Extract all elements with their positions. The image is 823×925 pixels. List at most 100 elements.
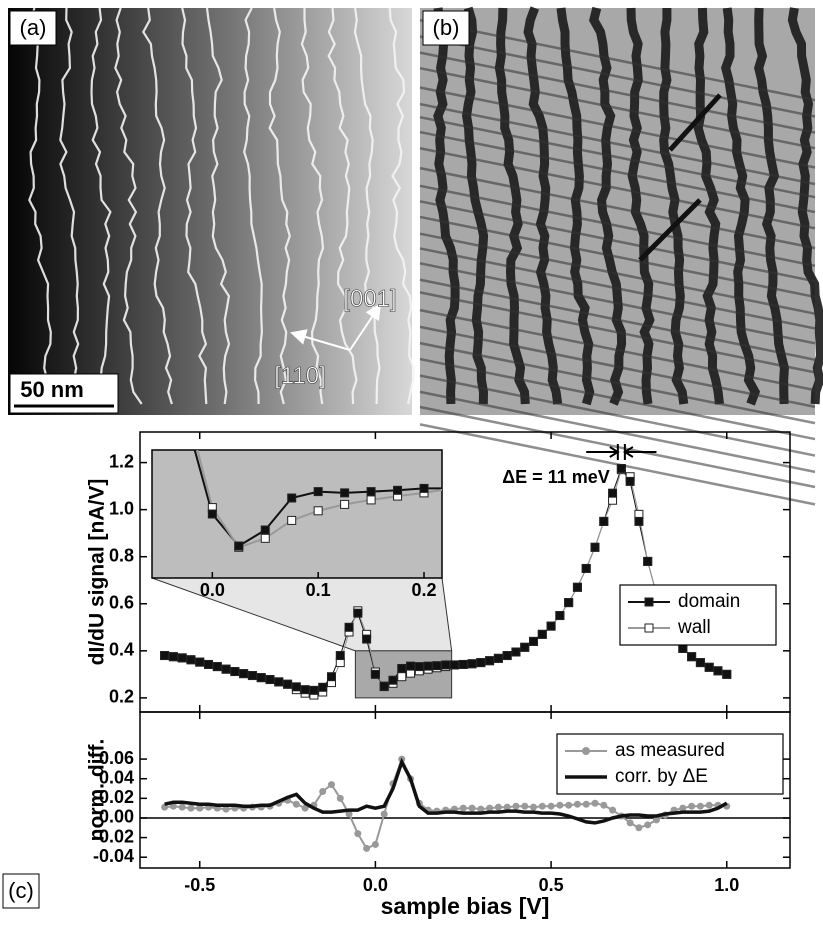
marker [635, 517, 643, 525]
stm-image-a [8, 8, 414, 415]
marker [381, 811, 388, 818]
marker [380, 682, 388, 690]
marker [266, 676, 274, 684]
marker [714, 667, 722, 675]
marker [161, 652, 169, 660]
marker [415, 663, 423, 671]
legend-marker [645, 624, 653, 632]
marker [600, 802, 607, 809]
x-tick-label: 0.5 [539, 875, 564, 895]
marker [547, 622, 555, 630]
inset-frame [152, 450, 442, 578]
marker [609, 489, 617, 497]
marker [424, 662, 432, 670]
marker [398, 673, 406, 681]
legend-label: domain [678, 591, 740, 612]
x-tick-label: -0.5 [184, 875, 215, 895]
marker [521, 643, 529, 651]
marker [468, 660, 476, 668]
marker [179, 804, 186, 811]
marker [574, 801, 581, 808]
y-tick-label: 0.2 [109, 687, 134, 707]
inset-x-tick-label: 0.1 [306, 580, 331, 600]
inset-x-tick-label: 0.2 [411, 580, 436, 600]
marker [293, 801, 300, 808]
marker [433, 662, 441, 670]
marker [688, 803, 695, 810]
figure: (a) 50 nm [001] [110] (b) (c) 0.2 0.4 0.6 0… [0, 0, 823, 920]
stm-image-b [420, 8, 820, 504]
image-b-labels: (b) [423, 11, 469, 45]
marker [512, 803, 519, 810]
marker [261, 526, 269, 534]
marker [292, 683, 300, 691]
marker [341, 489, 349, 497]
marker [626, 477, 634, 485]
marker [337, 795, 344, 802]
marker [327, 673, 335, 681]
marker [420, 484, 428, 492]
marker [275, 678, 283, 686]
marker [257, 674, 265, 682]
marker [539, 803, 546, 810]
marker [442, 661, 450, 669]
marker [530, 637, 538, 645]
marker [328, 781, 335, 788]
panel-label: (c) [8, 878, 34, 903]
marker [301, 686, 309, 694]
marker [723, 670, 731, 678]
arrow [586, 447, 618, 457]
marker [314, 488, 322, 496]
marker [310, 686, 318, 694]
marker [372, 841, 379, 848]
marker [182, 414, 190, 422]
marker [354, 830, 361, 837]
marker [341, 500, 349, 508]
marker [583, 801, 590, 808]
marker [248, 672, 256, 680]
marker [556, 612, 564, 620]
panel-label: (a) [20, 15, 47, 40]
marker [706, 802, 713, 809]
marker [213, 663, 221, 671]
marker [530, 804, 537, 811]
marker [178, 654, 186, 662]
marker [486, 657, 494, 665]
marker [556, 802, 563, 809]
marker [644, 557, 652, 565]
direction-label: [001] [343, 285, 396, 312]
marker [459, 660, 467, 668]
y-tick-label: 0.4 [109, 640, 134, 660]
marker [521, 803, 528, 810]
marker [609, 807, 616, 814]
marker [336, 652, 344, 660]
marker [495, 804, 502, 811]
marker [345, 623, 353, 631]
marker [196, 658, 204, 666]
scale-label: 50 nm [20, 377, 84, 402]
marker [591, 543, 599, 551]
legend-label: corr. by ΔE [615, 766, 708, 787]
x-tick-label: 1.0 [714, 875, 739, 895]
marker [627, 819, 634, 826]
marker [469, 805, 476, 812]
marker [503, 652, 511, 660]
marker [538, 630, 546, 638]
marker [679, 644, 687, 652]
marker [450, 661, 458, 669]
y-tick-label: 0.6 [109, 593, 134, 613]
direction-label: [110] [274, 362, 326, 389]
marker [565, 802, 572, 809]
marker [367, 496, 375, 504]
y-axis-label: dI/dU signal [nA/V] [86, 479, 109, 666]
marker [635, 824, 642, 831]
marker [548, 803, 555, 810]
marker [363, 635, 371, 643]
panel-label: (b) [433, 15, 460, 40]
marker [617, 464, 625, 472]
marker [460, 805, 467, 812]
marker [319, 683, 327, 691]
marker [187, 656, 195, 664]
y-axis-label: norm. diff. [86, 739, 109, 842]
marker [407, 662, 415, 670]
